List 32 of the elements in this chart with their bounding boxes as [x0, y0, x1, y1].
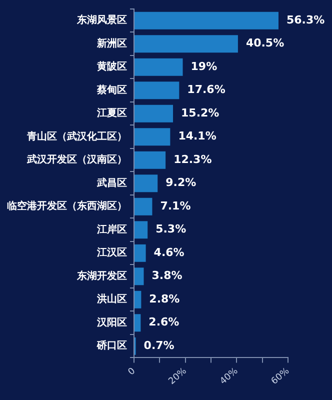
- data-label: 19%: [190, 60, 218, 73]
- y-tick-label: 东湖风景区: [76, 14, 127, 26]
- y-tick-label: 江夏区: [96, 107, 127, 120]
- data-label: 4.6%: [154, 246, 184, 259]
- data-label: 40.5%: [246, 36, 284, 50]
- data-label: 2.8%: [149, 292, 180, 306]
- y-tick-label: 江岸区: [96, 223, 127, 236]
- y-tick-label: 青山区（武汉化工区）: [26, 130, 127, 142]
- data-label: 9.2%: [166, 176, 196, 190]
- y-tick-label: 江汉区: [96, 246, 127, 259]
- data-label: 3.8%: [152, 269, 182, 282]
- y-tick-label: 蔡甸区: [96, 84, 127, 96]
- data-label: 12.3%: [174, 152, 212, 166]
- y-tick-label: 武汉开发区（汉南区）: [26, 154, 127, 166]
- y-tick-label: 武昌区: [96, 176, 127, 189]
- y-tick-label: 新洲区: [96, 37, 127, 50]
- data-label: 0.7%: [144, 338, 174, 352]
- data-label: 17.6%: [187, 83, 226, 96]
- y-tick-label: 洪山区: [96, 293, 127, 306]
- x-tick-label: 0: [126, 366, 138, 378]
- y-tick-label: 汉阳区: [96, 316, 127, 328]
- data-label: 14.1%: [178, 130, 216, 143]
- y-tick-label: 临空港开发区（东西湖区）: [7, 200, 127, 212]
- data-label: 2.6%: [148, 316, 180, 329]
- data-label: 7.1%: [160, 199, 191, 212]
- y-tick-label: 硚口区: [96, 340, 127, 352]
- y-tick-label: 黄陂区: [96, 60, 127, 73]
- x-tick-label: 40%: [218, 366, 241, 387]
- data-label: 56.3%: [286, 13, 325, 26]
- y-tick-label: 东湖开发区: [76, 270, 127, 282]
- data-label: 15.2%: [181, 106, 220, 120]
- data-label: 5.3%: [156, 222, 186, 236]
